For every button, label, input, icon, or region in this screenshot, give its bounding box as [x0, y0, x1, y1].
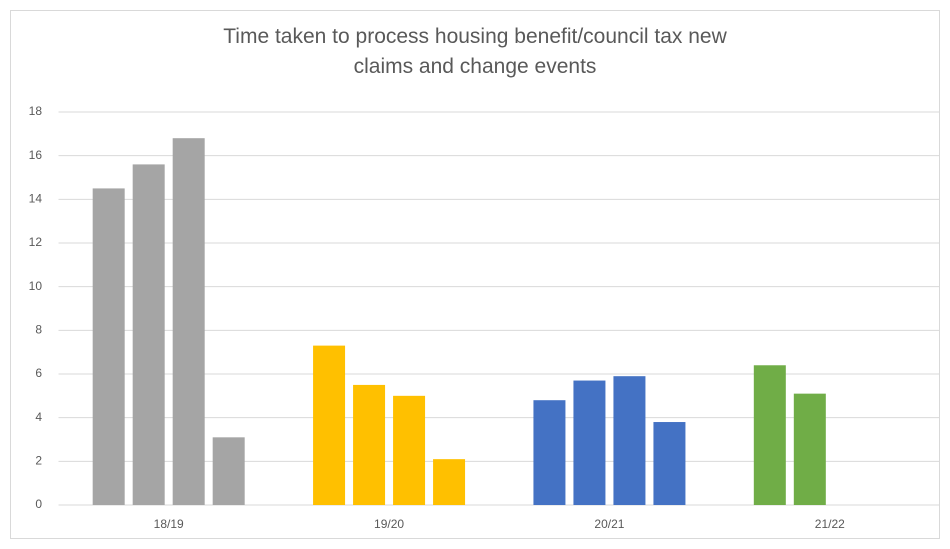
y-tick-label: 0 — [35, 497, 42, 511]
bar — [433, 459, 466, 505]
bar — [793, 393, 826, 505]
x-tick-label: 18/19 — [154, 517, 184, 531]
y-tick-label: 18 — [29, 104, 43, 118]
bar — [172, 138, 205, 505]
y-tick-label: 14 — [29, 192, 43, 206]
bar — [393, 395, 426, 505]
chart-title: Time taken to process housing benefit/co… — [223, 25, 727, 78]
y-tick-label: 6 — [35, 366, 42, 380]
bar — [533, 400, 566, 505]
x-tick-label: 20/21 — [594, 517, 624, 531]
y-tick-label: 12 — [29, 235, 43, 249]
y-tick-label: 4 — [35, 410, 42, 424]
bar — [573, 380, 606, 505]
bar — [212, 437, 245, 505]
y-tick-label: 8 — [35, 323, 42, 337]
y-tick-label: 16 — [29, 148, 43, 162]
bar — [313, 345, 346, 505]
bar — [753, 365, 786, 505]
bar — [613, 376, 646, 505]
x-tick-label: 21/22 — [815, 517, 845, 531]
bar — [92, 188, 125, 505]
bar — [653, 422, 686, 505]
y-tick-label: 10 — [29, 279, 43, 293]
x-tick-label: 19/20 — [374, 517, 404, 531]
bar — [132, 164, 165, 505]
bar — [353, 384, 386, 505]
y-tick-label: 2 — [35, 454, 42, 468]
